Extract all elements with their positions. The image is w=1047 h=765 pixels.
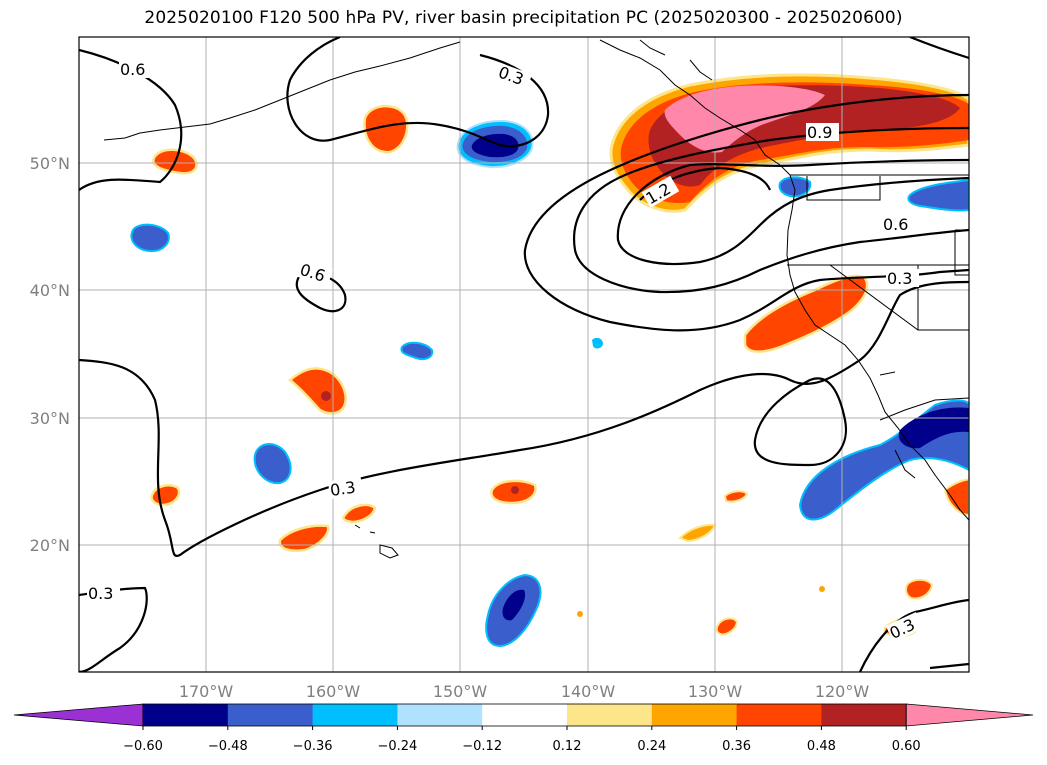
colorbar-tick-label: −0.12 <box>462 739 502 754</box>
contour-label: 0.9 <box>807 123 832 142</box>
colorbar-swatch <box>651 704 738 726</box>
colorbar-tick-label: −0.24 <box>377 739 417 754</box>
colorbar-tick-label: 0.12 <box>553 739 582 754</box>
contour-label: 0.3 <box>887 269 912 288</box>
contour-0-3-se <box>858 598 969 672</box>
lon-tick-label: 140°W <box>561 682 616 701</box>
colorbar-tick-label: 0.24 <box>637 739 666 754</box>
colorbar-swatch <box>482 704 568 726</box>
coastlines <box>103 39 969 559</box>
contour-0-3-top <box>286 37 550 148</box>
lat-tick-label: 30°N <box>30 409 70 428</box>
colorbar-tick-label: −0.36 <box>293 739 333 754</box>
contour-0-6-north <box>909 37 969 60</box>
plot-frame <box>78 36 970 673</box>
colorbar-tick-label: −0.48 <box>208 739 248 754</box>
contour-jet-outer <box>523 93 969 332</box>
lat-tick-label: 20°N <box>30 536 70 555</box>
pv-contours <box>79 37 969 672</box>
contour-0-3-baja <box>753 377 848 467</box>
colorbar-border <box>142 703 907 727</box>
lon-tick-label: 160°W <box>306 682 361 701</box>
lat-tick-label: 50°N <box>30 154 70 173</box>
lat-tick-labels: 50°N 40°N 30°N 20°N <box>30 154 70 555</box>
contour-label: 0.3 <box>88 584 113 603</box>
colorbar-swatch <box>143 704 229 726</box>
contour-0-3-main <box>79 280 969 558</box>
contour-label-group: 0.6 0.3 0.6 0.9 1.2 0.6 0.3 0.3 0.3 0.3 <box>87 60 924 643</box>
lon-tick-label: 120°W <box>815 682 870 701</box>
colorbar-extend-min <box>13 703 144 727</box>
graticule <box>79 37 969 672</box>
colorbar-swatch <box>227 704 314 726</box>
colorbar-swatch <box>736 704 822 726</box>
contour-label: 0.6 <box>883 215 908 234</box>
colorbar: −0.60 −0.48 −0.36 −0.24 −0.12 0.12 0.24 0.36 0.4… <box>13 703 1034 754</box>
lon-tick-label: 150°W <box>433 682 488 701</box>
lon-tick-label: 170°W <box>179 682 234 701</box>
colorbar-swatch <box>312 704 398 726</box>
contour-label: 0.6 <box>120 60 145 79</box>
lon-tick-labels: 170°W 160°W 150°W 140°W 130°W 120°W <box>179 682 870 701</box>
colorbar-tick-label: 0.36 <box>722 739 751 754</box>
contour-jet-mid <box>573 126 969 294</box>
colorbar-swatch <box>397 704 483 726</box>
colorbar-extend-max <box>905 703 1034 727</box>
colorbar-tick-label: −0.60 <box>123 739 163 754</box>
lon-tick-label: 130°W <box>688 682 743 701</box>
lat-tick-label: 40°N <box>30 281 70 300</box>
contour-label: 0.3 <box>329 478 357 500</box>
contour-jet-inner <box>616 158 969 266</box>
colorbar-swatch <box>821 704 907 726</box>
colorbar-swatch <box>567 704 653 726</box>
map-title: 2025020100 F120 500 hPa PV, river basin … <box>144 8 903 28</box>
colorbar-tick-label: 0.48 <box>807 739 836 754</box>
colorbar-tick-label: 0.60 <box>892 739 921 754</box>
